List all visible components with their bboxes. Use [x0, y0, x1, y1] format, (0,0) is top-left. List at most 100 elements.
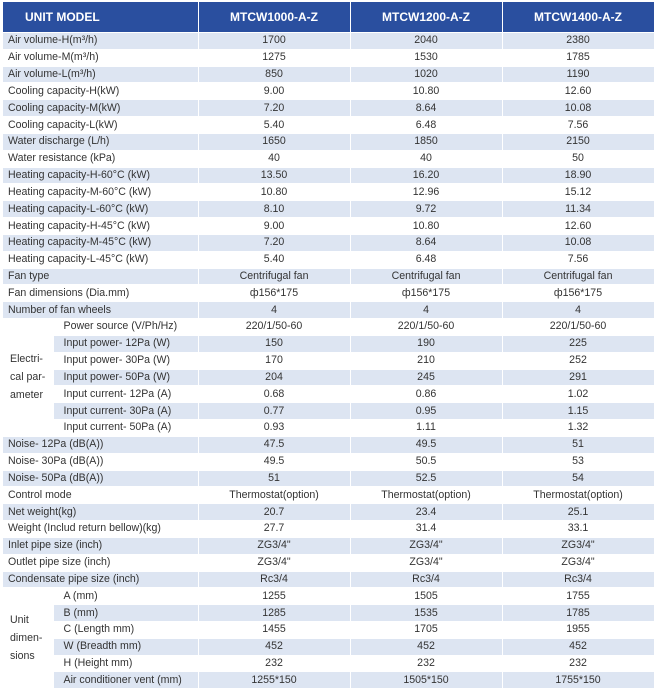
row-value: 6.48 [350, 116, 503, 134]
row-value: 15.12 [502, 183, 655, 202]
row-value: 6.48 [350, 251, 503, 269]
table-row: Cooling capacity-L(kW) 5.40 6.48 7.56 [3, 116, 655, 134]
table-row: Condensate pipe size (inch) Rc3/4 Rc3/4 Rc3… [3, 571, 655, 589]
row-value: 1705 [350, 621, 503, 639]
row-value: 232 [350, 655, 503, 673]
row-value: 850 [198, 66, 351, 84]
row-value: 0.86 [350, 385, 503, 404]
table-row: Unit dimen- sions A (mm) 1255 1505 1755 [3, 587, 655, 690]
row-value: ф156*175 [198, 284, 351, 303]
table-row: Noise- 12Pa (dB(A)) 47.5 49.5 51 [3, 436, 655, 454]
row-label: Heating capacity-M-45°C (kW) [3, 234, 199, 252]
row-value: 1020 [350, 66, 503, 84]
row-label: B (mm) [53, 604, 199, 622]
row-value: 52.5 [350, 470, 503, 488]
row-label: Cooling capacity-H(kW) [3, 82, 199, 101]
table-row: Input current- 30Pa (A) 0.77 0.95 1.15 [3, 402, 655, 421]
table-row: Water discharge (L/h) 1650 1850 2150 [3, 133, 655, 151]
row-value: 7.56 [502, 116, 655, 134]
row-value: Rc3/4 [198, 571, 351, 589]
row-value: Thermostat(option) [198, 486, 351, 505]
row-value: 16.20 [350, 167, 503, 185]
table-row: Noise- 30Pa (dB(A)) 49.5 50.5 53 [3, 453, 655, 471]
table-row: Air volume-H(m³/h) 1700 2040 2380 [3, 32, 655, 50]
unit-dimensions-group-label: Unit dimen- sions [3, 587, 54, 690]
row-value: 9.00 [198, 82, 351, 101]
row-value: 54 [502, 470, 655, 488]
row-label: Cooling capacity-L(kW) [3, 116, 199, 134]
row-value: 1535 [350, 604, 503, 622]
row-value: 291 [502, 369, 655, 387]
row-value: ZG3/4" [502, 554, 655, 572]
row-value: 23.4 [350, 503, 503, 522]
row-value: 1455 [198, 621, 351, 639]
row-value: 190 [350, 335, 503, 353]
row-value: Centrifugal fan [198, 268, 351, 286]
table-row: Heating capacity-L-45°C (kW) 5.40 6.48 7.56 [3, 251, 655, 269]
table-row: Outlet pipe size (inch) ZG3/4" ZG3/4" ZG3/4… [3, 554, 655, 572]
row-label: Fan type [3, 268, 199, 286]
row-value: 10.08 [502, 234, 655, 252]
row-label: Power source (V/Ph/Hz) [53, 318, 199, 336]
row-label: Air volume-M(m³/h) [3, 49, 199, 67]
table-row: Input power- 50Pa (W) 204 245 291 [3, 369, 655, 387]
row-value: 1255 [198, 587, 351, 606]
row-value: 252 [502, 352, 655, 370]
row-value: 4 [198, 301, 351, 320]
table-row: B (mm) 1285 1535 1785 [3, 604, 655, 622]
row-value: 27.7 [198, 520, 351, 538]
row-value: 51 [198, 470, 351, 488]
row-value: 11.34 [502, 200, 655, 219]
table-row: Cooling capacity-M(kW) 7.20 8.64 10.08 [3, 99, 655, 118]
row-value: ZG3/4" [350, 537, 503, 555]
row-value: 150 [198, 335, 351, 353]
row-value: 9.00 [198, 217, 351, 235]
table-row: Air volume-L(m³/h) 850 1020 1190 [3, 66, 655, 84]
row-value: 4 [350, 301, 503, 320]
row-value: 7.56 [502, 251, 655, 269]
table-row: Noise- 50Pa (dB(A)) 51 52.5 54 [3, 470, 655, 488]
table-row: Heating capacity-H-60°C (kW) 13.50 16.20 18… [3, 167, 655, 185]
row-value: 33.1 [502, 520, 655, 538]
row-label: Heating capacity-L-45°C (kW) [3, 251, 199, 269]
row-label: Input current- 12Pa (A) [53, 385, 199, 404]
row-value: 1955 [502, 621, 655, 639]
row-value: 0.68 [198, 385, 351, 404]
row-label: Number of fan wheels [3, 301, 199, 320]
row-value: 1755*150 [502, 671, 655, 690]
row-value: 9.72 [350, 200, 503, 219]
row-label: Noise- 30Pa (dB(A)) [3, 453, 199, 471]
row-value: 1.02 [502, 385, 655, 404]
row-value: 2150 [502, 133, 655, 151]
row-value: 8.10 [198, 200, 351, 219]
row-value: 1275 [198, 49, 351, 67]
spec-table: UNIT MODEL MTCW1000-A-Z MTCW1200-A-Z MTC… [3, 2, 655, 690]
spec-table-body: Air volume-H(m³/h) 1700 2040 2380 Air volume… [3, 32, 655, 690]
table-row: Fan dimensions (Dia.mm) ф156*175 ф156*175 ф… [3, 284, 655, 303]
row-label: Noise- 12Pa (dB(A)) [3, 436, 199, 454]
table-row: Input power- 30Pa (W) 170 210 252 [3, 352, 655, 370]
row-value: 20.7 [198, 503, 351, 522]
row-value: 12.96 [350, 183, 503, 202]
row-value: 210 [350, 352, 503, 370]
table-row: Air volume-M(m³/h) 1275 1530 1785 [3, 49, 655, 67]
row-value: 10.80 [350, 217, 503, 235]
row-label: Weight (Includ return bellow)(kg) [3, 520, 199, 538]
row-label: Fan dimensions (Dia.mm) [3, 284, 199, 303]
table-row: C (Length mm) 1455 1705 1955 [3, 621, 655, 639]
table-row: Water resistance (kPa) 40 40 50 [3, 150, 655, 168]
row-label: Input current- 30Pa (A) [53, 402, 199, 421]
table-row: Net weight(kg) 20.7 23.4 25.1 [3, 503, 655, 522]
table-row: Cooling capacity-H(kW) 9.00 10.80 12.60 [3, 82, 655, 101]
row-value: 232 [502, 655, 655, 673]
row-value: 452 [502, 638, 655, 656]
table-row: Fan type Centrifugal fan Centrifugal fan Ce… [3, 268, 655, 286]
row-value: 1505*150 [350, 671, 503, 690]
row-value: 452 [198, 638, 351, 656]
row-value: 204 [198, 369, 351, 387]
row-value: 1.11 [350, 419, 503, 437]
row-value: 1785 [502, 49, 655, 67]
row-label: Condensate pipe size (inch) [3, 571, 199, 589]
table-row: Heating capacity-M-60°C (kW) 10.80 12.96 15… [3, 183, 655, 202]
row-value: 12.60 [502, 82, 655, 101]
